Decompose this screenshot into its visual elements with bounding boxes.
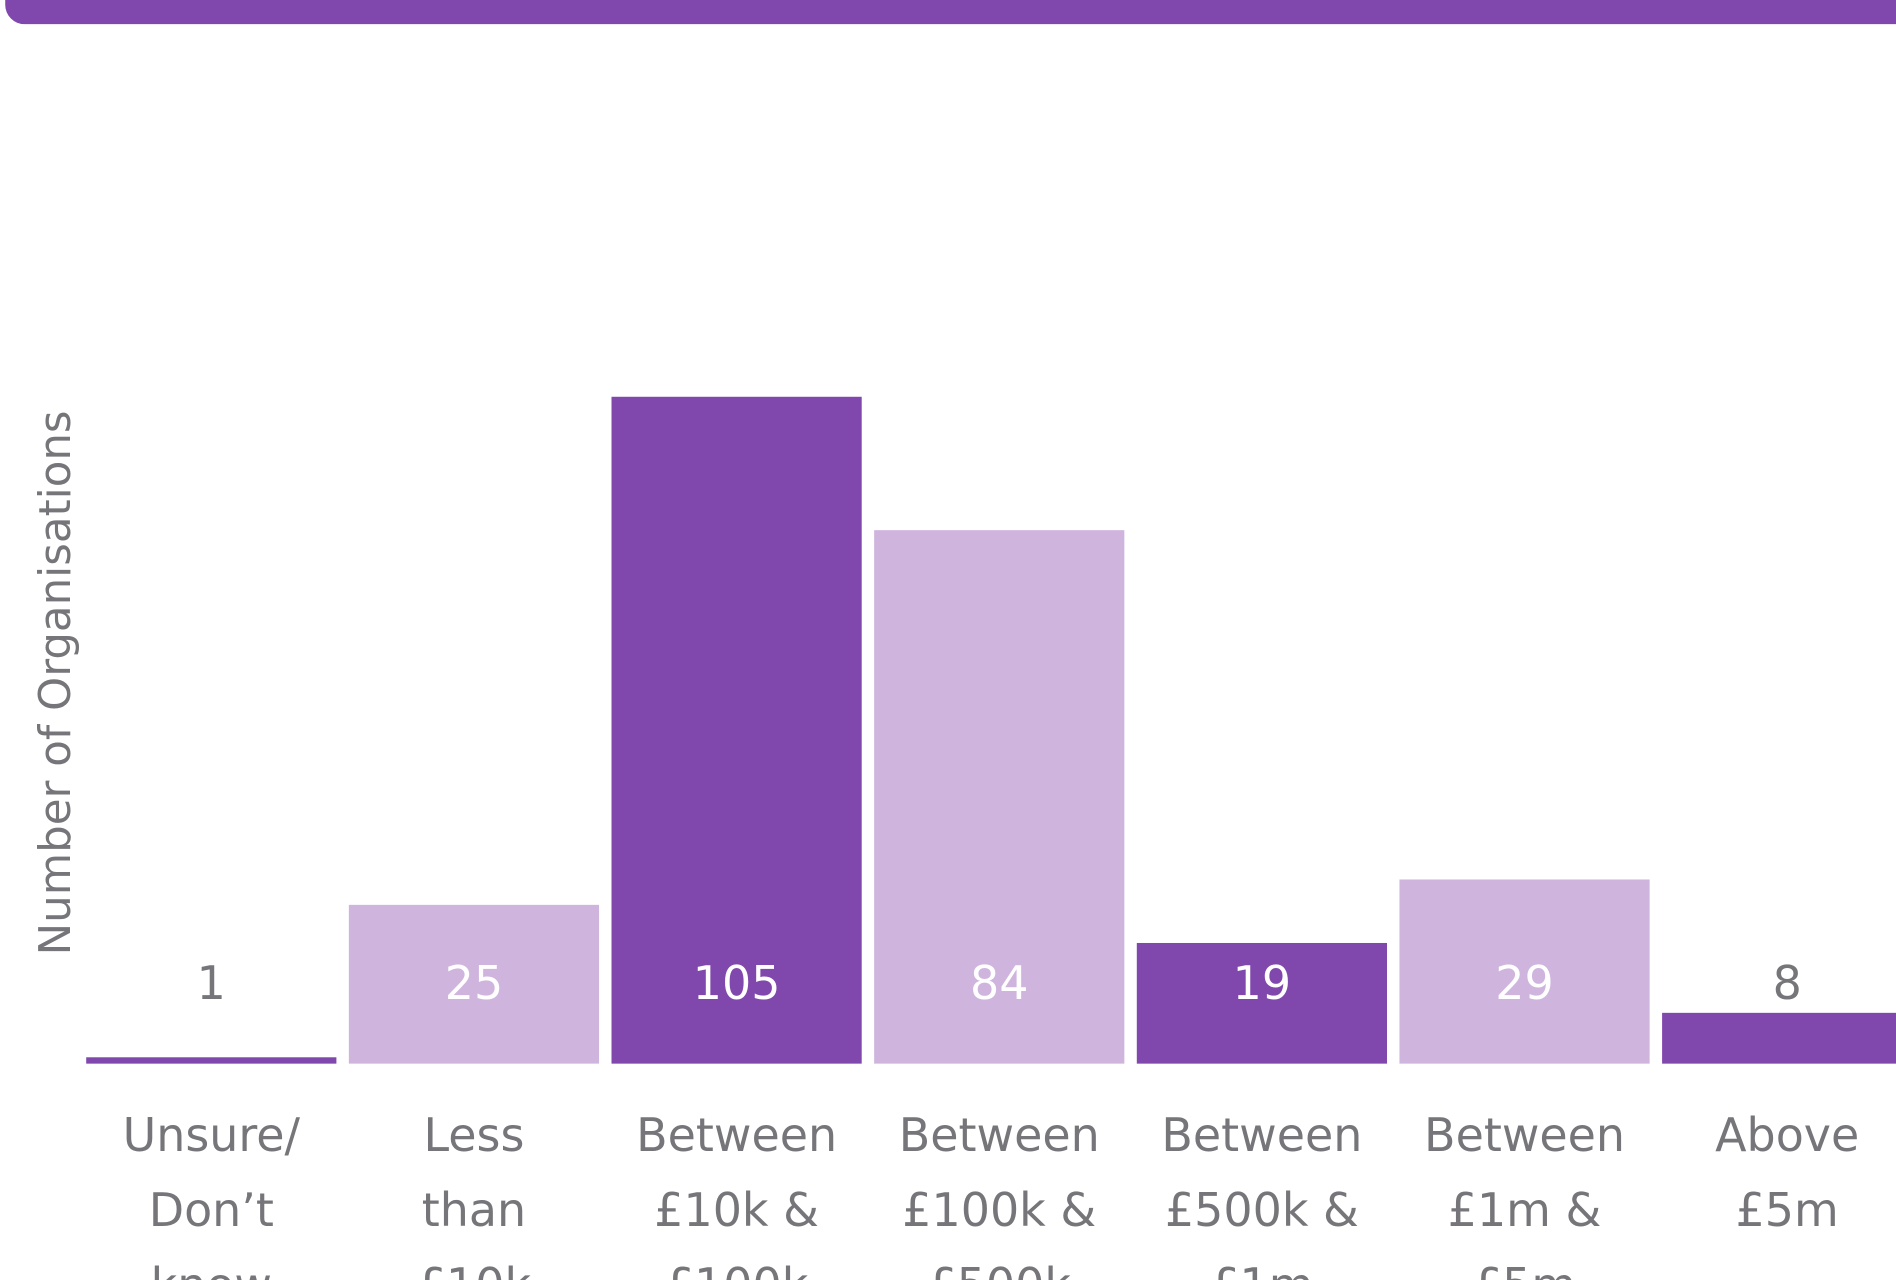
x-tick-label: £1m & bbox=[1448, 1183, 1602, 1237]
x-tick-label: Unsure/ bbox=[123, 1108, 301, 1162]
value-label: 19 bbox=[1233, 956, 1291, 1010]
x-tick-label: £5m bbox=[1473, 1258, 1576, 1280]
bar bbox=[1136, 942, 1387, 1064]
x-tick-label: £10k & bbox=[654, 1183, 819, 1237]
x-tick-label: Between bbox=[1161, 1108, 1362, 1162]
x-tick-label: £10k bbox=[417, 1258, 532, 1280]
x-tick-label: Above bbox=[1715, 1108, 1859, 1162]
x-tick-label: Less bbox=[424, 1108, 525, 1162]
x-tick-label: £500k & bbox=[1165, 1183, 1359, 1237]
bar bbox=[348, 904, 600, 1064]
value-label: 84 bbox=[970, 956, 1028, 1010]
value-label: 1 bbox=[197, 956, 226, 1010]
x-tick-label: Between bbox=[1424, 1108, 1625, 1162]
bar bbox=[1399, 879, 1650, 1064]
value-label: 105 bbox=[693, 956, 781, 1010]
x-tick-label: £500k bbox=[928, 1258, 1072, 1280]
bar bbox=[874, 530, 1125, 1064]
x-tick-label: £5m bbox=[1736, 1183, 1839, 1237]
x-tick-label: £100k bbox=[665, 1258, 809, 1280]
header-banner bbox=[5, 0, 1896, 25]
y-axis-label: Number of Organisations bbox=[31, 410, 81, 955]
x-tick-label: £1m bbox=[1210, 1258, 1313, 1280]
x-tick-label: than bbox=[422, 1183, 526, 1237]
value-label: 25 bbox=[445, 956, 503, 1010]
bar bbox=[1662, 1012, 1896, 1064]
value-label: 29 bbox=[1495, 956, 1553, 1010]
bar bbox=[86, 1057, 337, 1064]
x-tick-label: Between bbox=[899, 1108, 1100, 1162]
x-tick-label: Don’t bbox=[149, 1183, 274, 1237]
value-label: 8 bbox=[1773, 956, 1802, 1010]
x-tick-label: Between bbox=[636, 1108, 837, 1162]
x-tick-label: know bbox=[151, 1258, 272, 1280]
bar bbox=[611, 396, 862, 1064]
x-tick-label: £100k & bbox=[902, 1183, 1096, 1237]
